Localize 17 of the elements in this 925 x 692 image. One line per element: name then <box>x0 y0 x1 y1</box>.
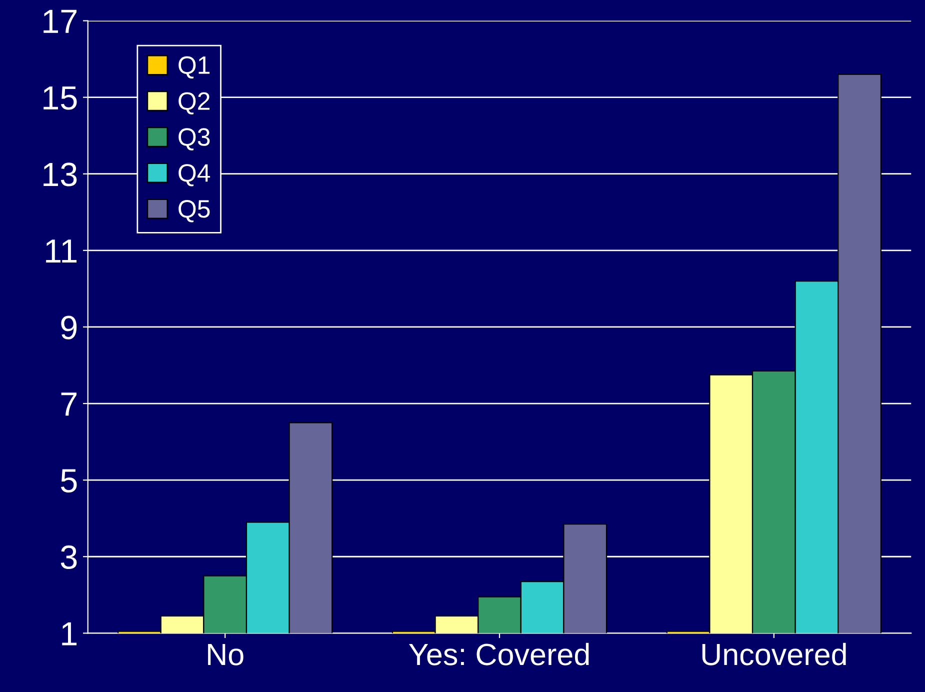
x-tick-label: Uncovered <box>702 642 846 666</box>
y-tick-label: 15 <box>44 86 77 110</box>
y-tick-label: 9 <box>61 316 77 340</box>
legend-label: Q2 <box>178 92 210 114</box>
y-tick-label: 5 <box>60 469 77 492</box>
y-tick-label: 3 <box>60 545 77 570</box>
legend-label: Q1 <box>178 56 210 78</box>
x-tick-label: No <box>208 644 244 666</box>
y-tick-label: 13 <box>44 162 77 186</box>
x-tick-label: Yes: Covered <box>409 642 589 666</box>
y-tick-label: 1 <box>62 622 77 646</box>
legend-label: Q3 <box>178 128 210 150</box>
y-tick-label: 17 <box>44 10 76 33</box>
legend-label: Q4 <box>178 164 210 186</box>
legend-label: Q5 <box>178 200 210 222</box>
y-tick-label: 11 <box>46 240 77 262</box>
y-tick-label: 7 <box>61 392 76 416</box>
